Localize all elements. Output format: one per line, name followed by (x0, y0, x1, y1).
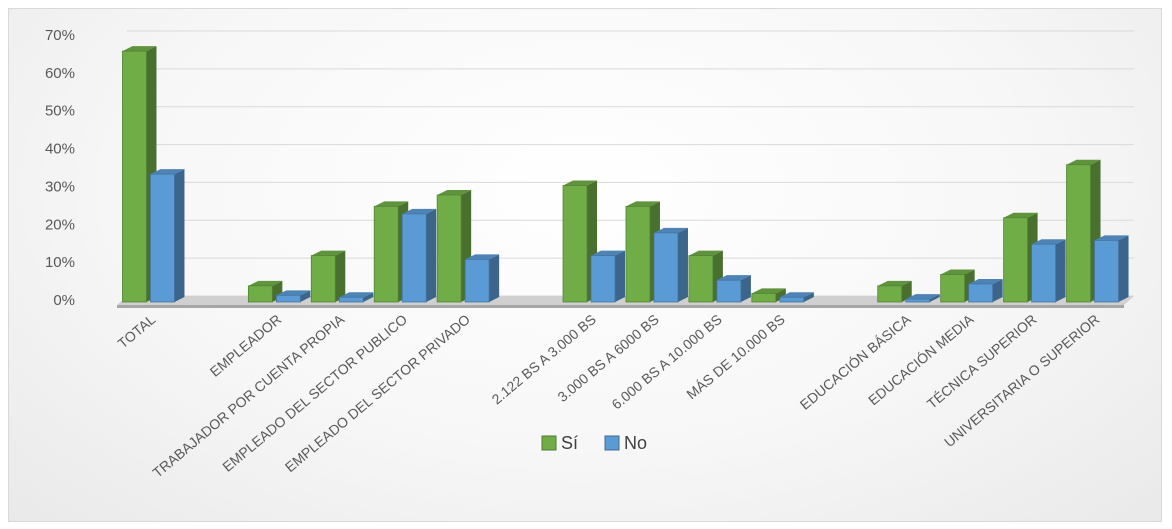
x-category-label: EDUCACIÓN MEDIA (865, 311, 977, 409)
bar-no (779, 292, 814, 303)
legend-item: No (604, 433, 647, 453)
legend-label: No (624, 433, 647, 453)
bar-si (940, 269, 975, 303)
legend-swatch (604, 435, 620, 451)
bar-si (751, 288, 786, 303)
x-category-label: EDUCACIÓN BÁSICA (797, 311, 914, 413)
y-tick-label: 70% (45, 27, 75, 44)
y-tick-label: 60% (45, 65, 75, 82)
bar-no (1094, 235, 1129, 303)
bar-si (310, 250, 346, 303)
bar-no (401, 208, 437, 303)
y-tick-label: 20% (45, 216, 75, 233)
bar-no (275, 290, 311, 303)
legend: Sí No (541, 433, 647, 453)
legend-item: Sí (541, 433, 578, 453)
bar-no (464, 254, 500, 303)
bar-si (877, 280, 912, 303)
legend-swatch (541, 435, 557, 451)
y-tick-label: 40% (45, 141, 75, 158)
bar-si (688, 250, 723, 303)
bar-si (247, 280, 283, 303)
y-tick-label: 50% (45, 103, 75, 120)
bar-no (968, 278, 1003, 303)
bar-no (150, 169, 185, 303)
bar-no (338, 292, 374, 303)
x-category-label: TÉCNICA SUPERIOR (924, 311, 1040, 412)
bar-si (373, 201, 409, 303)
bar-no (1031, 239, 1066, 303)
bars (122, 46, 1129, 303)
y-axis: 0% 10% 20% 30% 40% 50% 60% 70% (45, 27, 75, 309)
chart-area: 0% 10% 20% 30% 40% 50% 60% 70% TOTAL EMPLEADOR TR… (8, 8, 1162, 522)
bar-chart: 0% 10% 20% 30% 40% 50% 60% 70% TOTAL EMPLEADORTR… (45, 27, 1134, 481)
x-category-label: TOTAL (115, 311, 159, 352)
y-tick-label: 30% (45, 178, 75, 195)
y-tick-label: 0% (53, 292, 75, 309)
floor-edge (117, 305, 1124, 308)
bar-no (716, 275, 751, 303)
bar-no (653, 227, 688, 303)
bar-no (590, 250, 626, 303)
bar-no (905, 294, 940, 303)
x-category-label: 6.000 BS A 10.000 BS (608, 311, 724, 412)
x-category-label: 2.122 BS A 3.000 BS (488, 311, 598, 407)
y-tick-label: 10% (45, 254, 75, 271)
legend-label: Sí (561, 433, 578, 453)
